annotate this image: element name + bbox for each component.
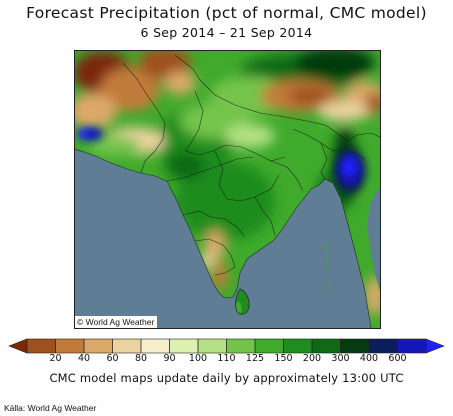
legend-tick-label: 110	[217, 353, 236, 364]
legend-color-cell	[84, 339, 113, 353]
legend-color-cell	[397, 339, 427, 353]
map-svg	[75, 51, 380, 328]
legend-tick-label: 400	[359, 353, 379, 364]
legend-arrow-low	[8, 338, 28, 354]
legend-tick-label: 40	[77, 353, 91, 364]
map-title: Forecast Precipitation (pct of normal, C…	[26, 4, 427, 22]
legend-color-cell	[112, 339, 142, 353]
map-copyright: © World Ag Weather	[75, 316, 158, 328]
legend-tick-label: 80	[134, 353, 148, 364]
legend-tick-label: 300	[331, 353, 350, 364]
andaman-islands	[323, 244, 331, 290]
legend-color-cell	[55, 339, 85, 353]
legend-color-cell	[141, 339, 170, 353]
legend-tick-labels: 20 40 60 80 90 100 110 125 150 200 300 400 600	[0, 353, 453, 365]
legend-color-cell	[169, 339, 199, 353]
legend-tick-label: 20	[49, 353, 62, 364]
legend-color-cell	[312, 339, 341, 353]
legend-colorbar	[8, 338, 445, 354]
sri-lanka	[235, 289, 250, 315]
legend-color-cell	[369, 339, 398, 353]
legend-color-cell	[283, 339, 313, 353]
coastline-outline	[235, 288, 250, 315]
legend-tick-label: 60	[106, 353, 119, 364]
legend-tick-label: 90	[163, 353, 176, 364]
update-note: CMC model maps update daily by approxima…	[49, 371, 404, 385]
admin-borders	[75, 54, 380, 328]
legend-color-cell	[255, 339, 284, 353]
legend-tick-label: 200	[302, 353, 322, 364]
legend-tick-label: 125	[245, 353, 265, 364]
source-credit: Källa: World Ag Weather	[4, 403, 97, 413]
legend-tick-label: 600	[388, 353, 407, 364]
legend-color-cell	[340, 339, 370, 353]
precipitation-map: © World Ag Weather	[74, 50, 381, 329]
legend-arrow-high	[425, 338, 445, 354]
legend-color-cell	[198, 339, 227, 353]
legend-tick-label: 100	[188, 353, 208, 364]
legend-color-cell	[27, 339, 56, 353]
date-range: 6 Sep 2014 – 21 Sep 2014	[140, 25, 313, 40]
legend-color-cell	[226, 339, 256, 353]
legend-tick-label: 150	[274, 353, 293, 364]
